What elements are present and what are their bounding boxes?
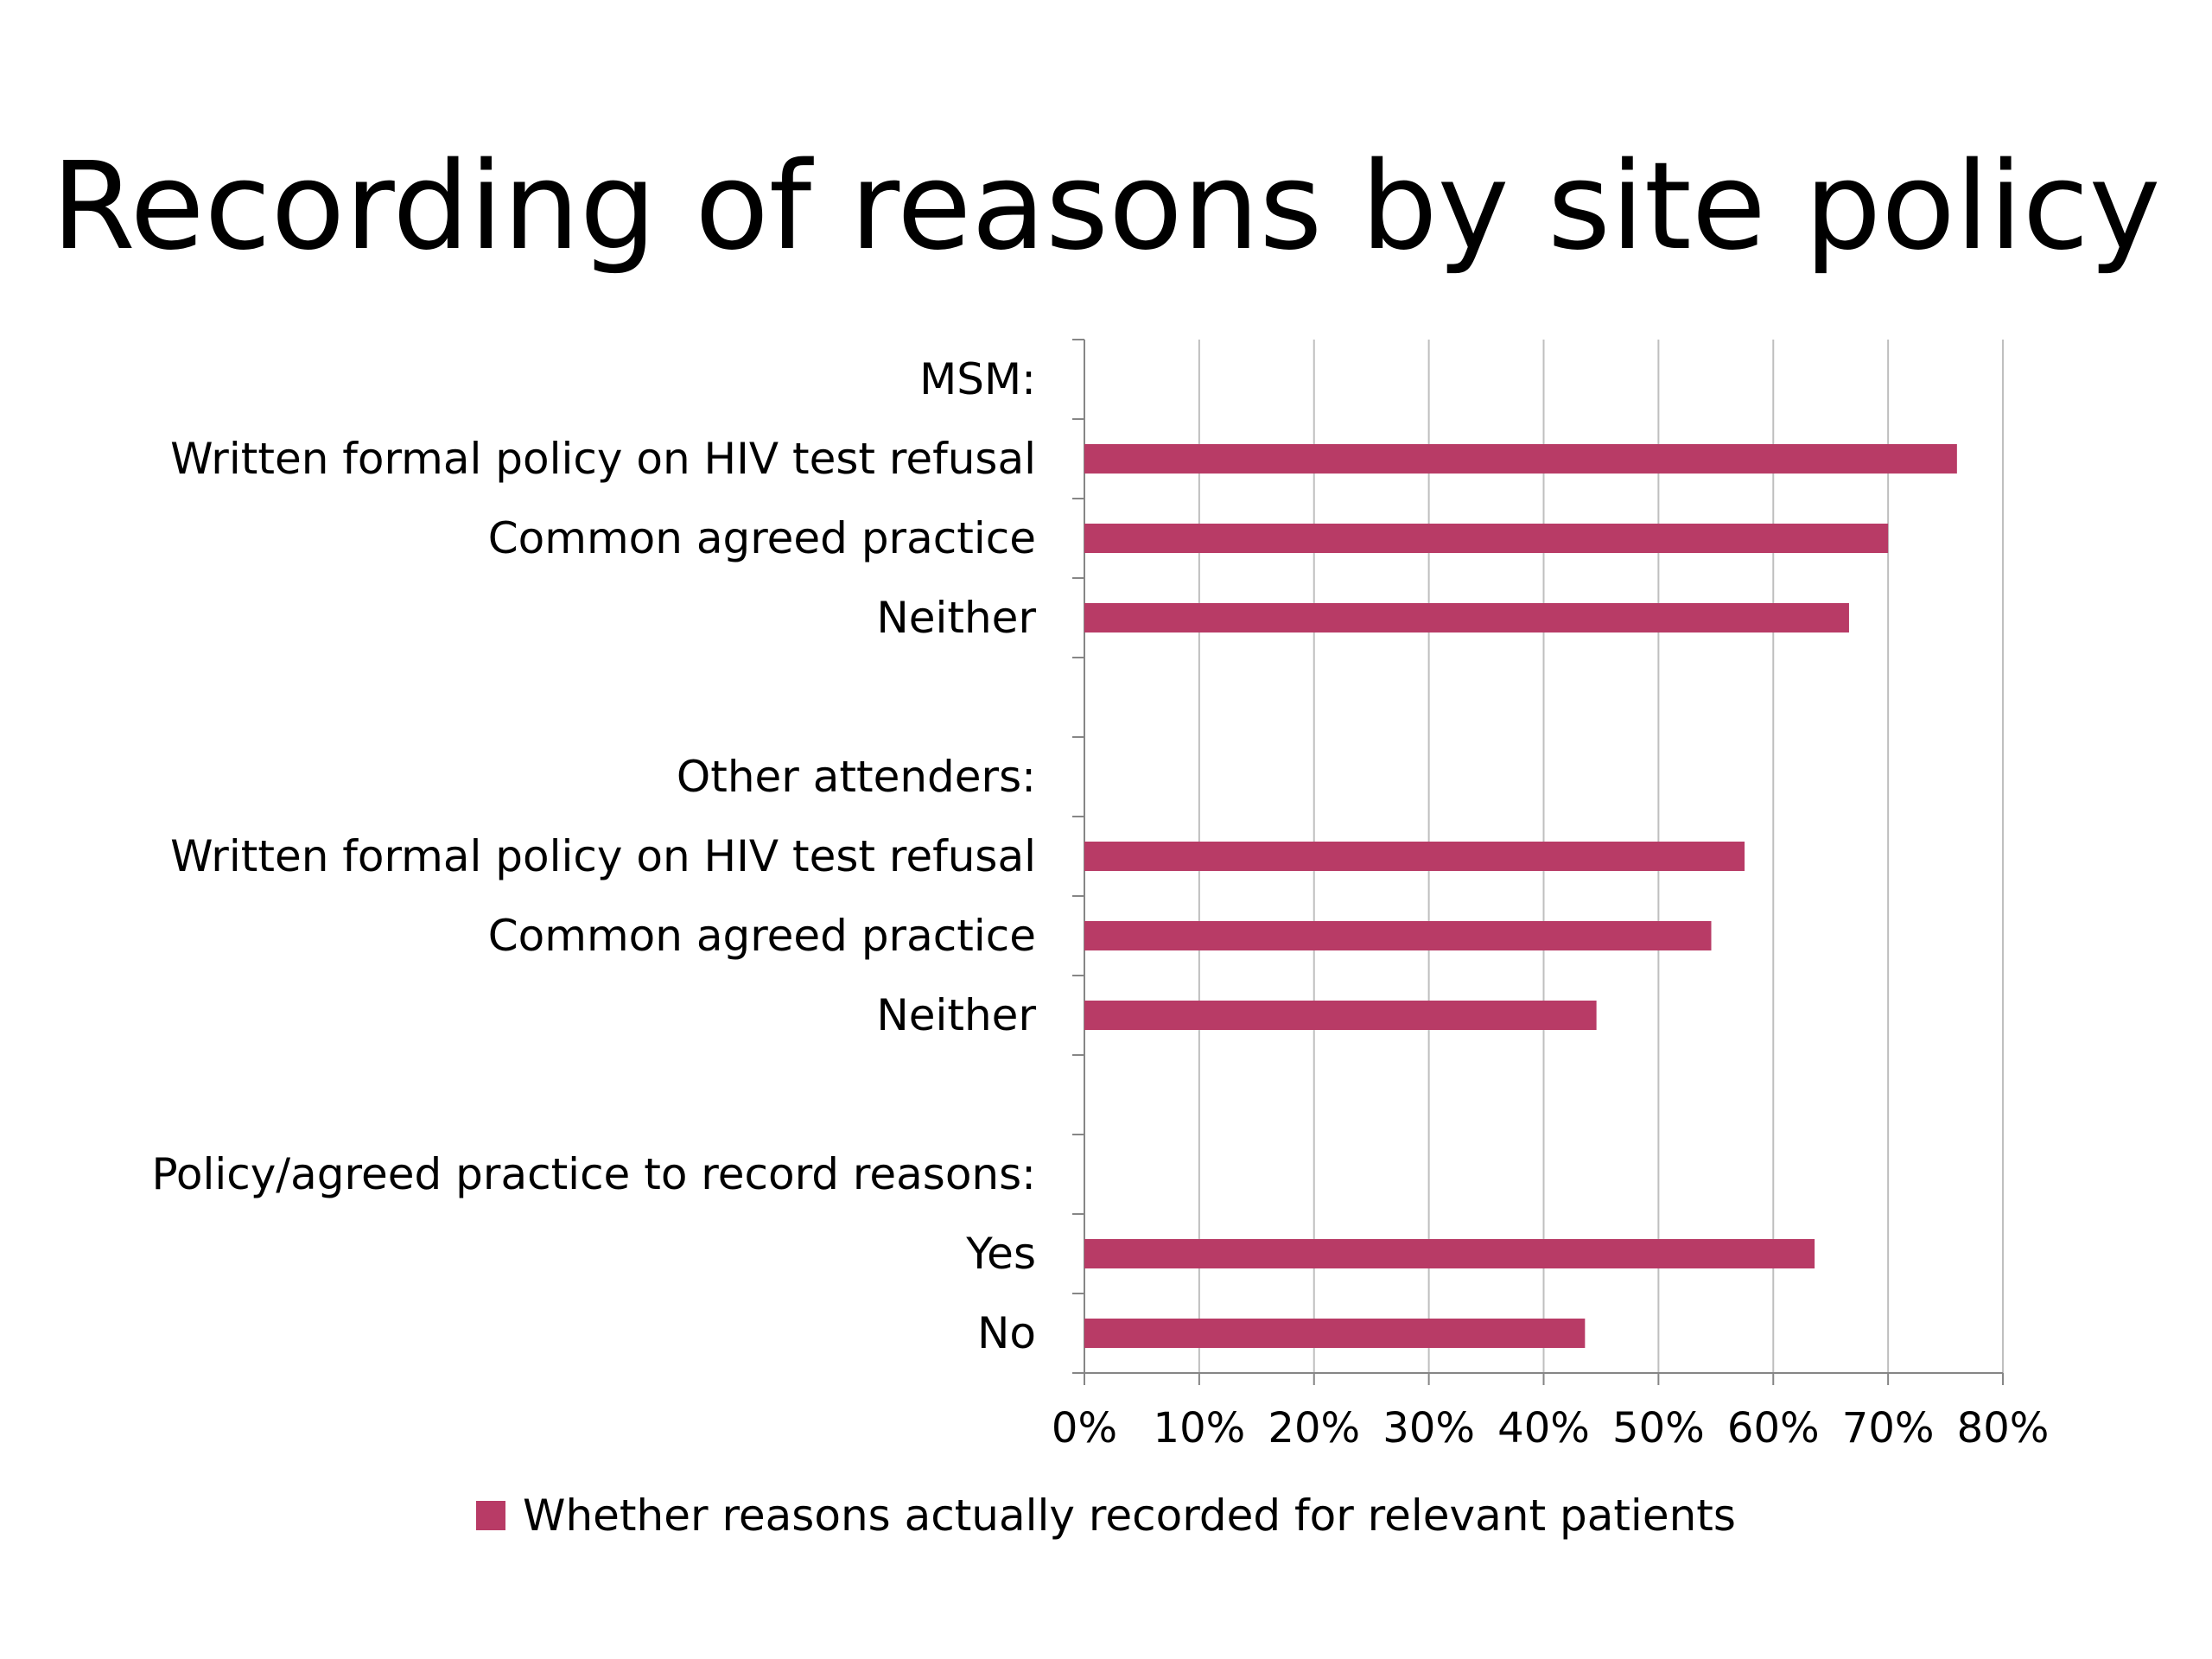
bar: [1084, 842, 1745, 871]
bars: [1084, 444, 1957, 1348]
x-tick-label: 50%: [1612, 1404, 1705, 1452]
legend-label: Whether reasons actually recorded for re…: [523, 1491, 1736, 1541]
x-tick-label: 60%: [1727, 1404, 1820, 1452]
category-labels: MSM: Written formal policy on HIV test re…: [151, 354, 1036, 1358]
x-tick-label: 40%: [1497, 1404, 1590, 1452]
x-tick-label: 70%: [1842, 1404, 1935, 1452]
category-label: Written formal policy on HIV test refusa…: [170, 831, 1036, 881]
x-tick-label: 30%: [1382, 1404, 1475, 1452]
category-label: MSM:: [919, 354, 1036, 404]
bar: [1084, 1239, 1815, 1268]
bar: [1084, 444, 1957, 474]
x-tick-label: 0%: [1052, 1404, 1117, 1452]
category-label: Common agreed practice: [488, 911, 1036, 961]
category-label: Other attenders:: [677, 752, 1036, 802]
category-label: Neither: [876, 593, 1036, 643]
category-label: Written formal policy on HIV test refusa…: [170, 434, 1036, 484]
category-label: Neither: [876, 990, 1036, 1040]
category-label: Common agreed practice: [488, 513, 1036, 563]
bar: [1084, 603, 1849, 632]
category-label: Yes: [965, 1229, 1036, 1279]
legend-swatch: [476, 1501, 506, 1530]
legend: Whether reasons actually recorded for re…: [0, 1491, 2212, 1541]
category-label: No: [977, 1308, 1036, 1358]
bar: [1084, 524, 1889, 553]
x-tick-label: 80%: [1957, 1404, 2050, 1452]
bar: [1084, 1001, 1597, 1030]
bar: [1084, 921, 1712, 950]
x-tick-labels: 0% 10% 20% 30% 40% 50% 60% 70% 80%: [1052, 1404, 2049, 1452]
x-tick-label: 10%: [1154, 1404, 1246, 1452]
x-tick-label: 20%: [1268, 1404, 1360, 1452]
bar: [1084, 1319, 1586, 1348]
category-label: Policy/agreed practice to record reasons…: [151, 1149, 1036, 1199]
slide-title: Recording of reasons by site policy: [51, 137, 2161, 277]
